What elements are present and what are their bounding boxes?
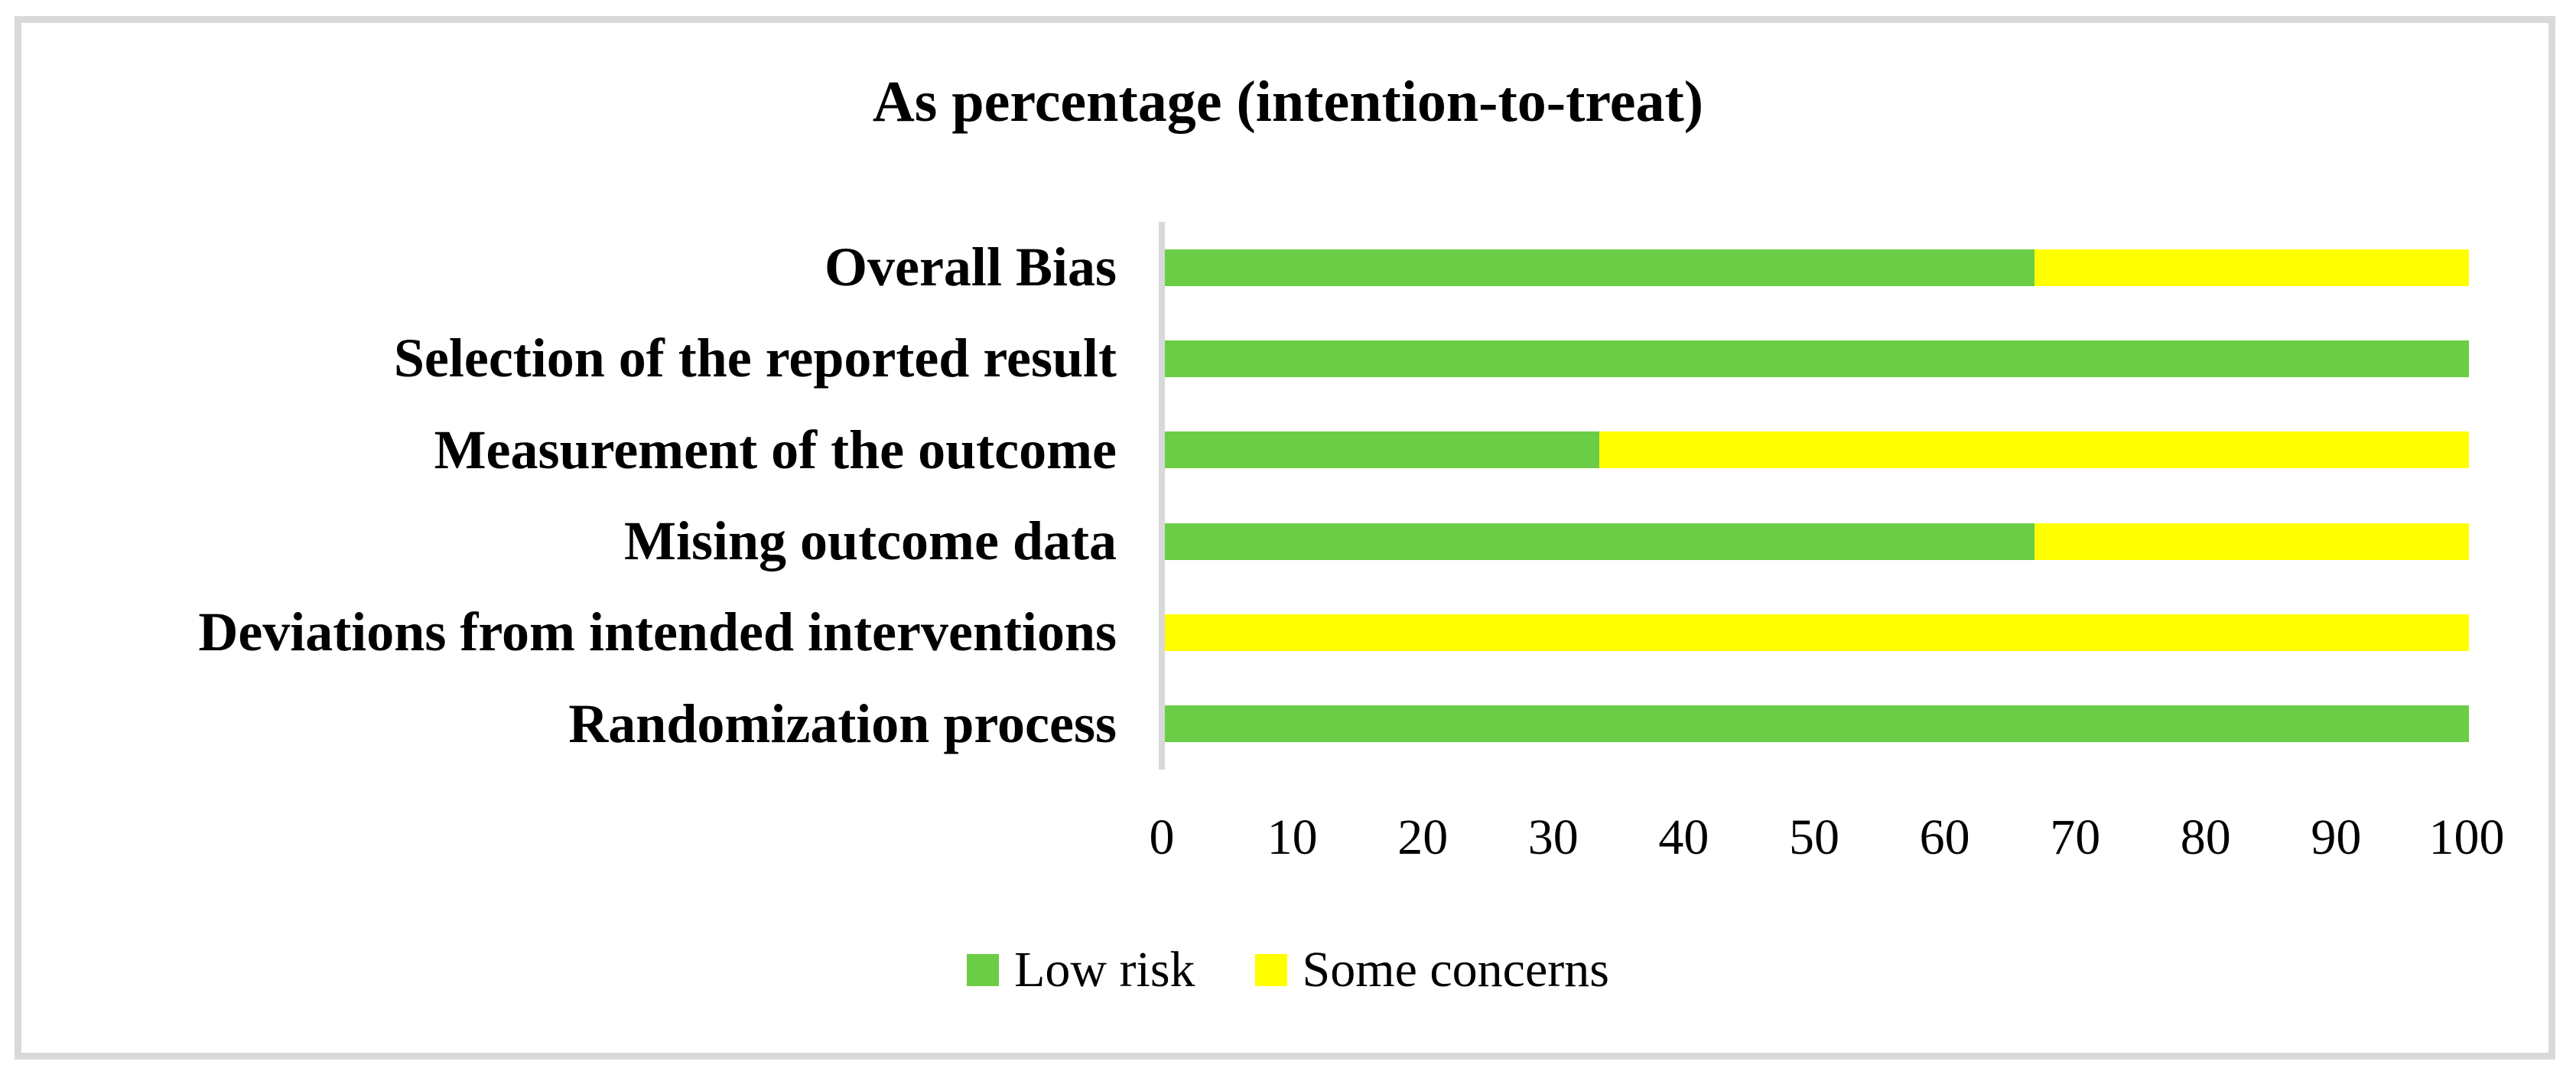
bar-segment-some-concerns [2034, 249, 2469, 286]
bar-row [1165, 614, 2469, 651]
legend-item-low-risk: Low risk [967, 938, 1195, 1002]
category-label: Measurement of the outcome [434, 418, 1117, 480]
category-label: Selection of the reported result [393, 327, 1117, 389]
x-tick-label: 50 [1789, 809, 1839, 865]
chart-title: As percentage (intention-to-treat) [872, 70, 1704, 134]
x-tick-label: 40 [1658, 809, 1709, 865]
legend-item-some-concerns: Some concerns [1254, 938, 1609, 1002]
x-tick-label: 0 [1149, 809, 1175, 865]
x-tick-label: 90 [2311, 809, 2362, 865]
bar-segment-some-concerns [1165, 614, 2469, 651]
category-label: Mising outcome data [624, 510, 1117, 571]
y-axis-line [1159, 222, 1165, 770]
bar-row [1165, 523, 2469, 560]
category-label: Deviations from intended interventions [198, 601, 1117, 663]
bar-segment-some-concerns [2034, 523, 2469, 560]
bar-segment-low-risk [1165, 523, 2035, 560]
bar-segment-some-concerns [1599, 431, 2469, 469]
category-label: Randomization process [568, 692, 1117, 754]
legend-label: Low risk [1014, 942, 1195, 998]
bar-segment-low-risk [1165, 705, 2469, 743]
bar-segment-low-risk [1165, 249, 2035, 286]
bar-segment-low-risk [1165, 340, 2469, 377]
bar-row [1165, 249, 2469, 286]
bar-row [1165, 705, 2469, 743]
x-tick-label: 80 [2180, 809, 2231, 865]
legend-label: Some concerns [1302, 942, 1609, 998]
legend-swatch-some-concerns-icon [1254, 954, 1287, 986]
legend-swatch-low-risk-icon [967, 954, 1000, 986]
x-tick-label: 100 [2428, 809, 2505, 865]
bar-segment-low-risk [1165, 431, 1599, 469]
x-tick-label: 60 [1919, 809, 1970, 865]
x-tick-label: 70 [2050, 809, 2101, 865]
category-label: Overall Bias [825, 236, 1117, 298]
bar-row [1165, 431, 2469, 469]
x-tick-label: 30 [1527, 809, 1579, 865]
bar-row [1165, 340, 2469, 377]
chart-legend: Low risk Some concerns [21, 938, 2555, 1002]
x-tick-label: 10 [1267, 809, 1318, 865]
x-tick-label: 20 [1397, 809, 1449, 865]
